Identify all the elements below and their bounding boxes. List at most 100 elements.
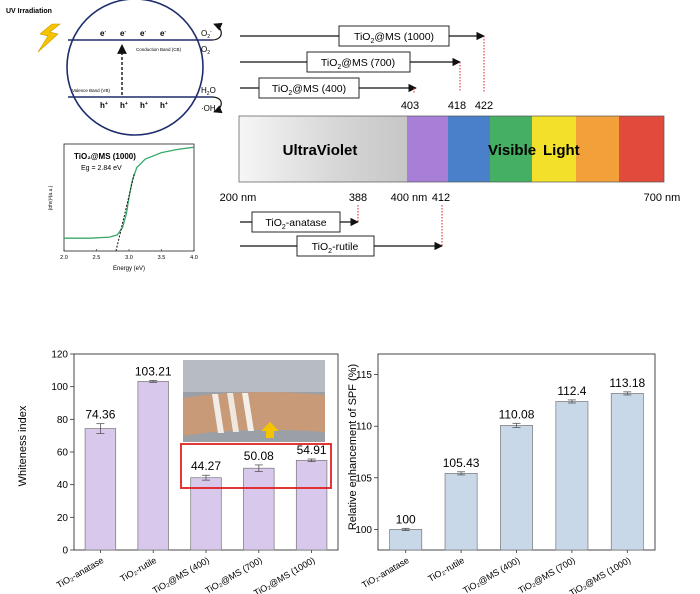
spf-value-label: 113.18 [609, 376, 645, 390]
hole-3: h+ [140, 101, 148, 110]
tauc-curve [64, 146, 195, 239]
superoxide-label: O2- [201, 29, 212, 40]
valence-band-label: Valence Band (VB) [72, 88, 110, 93]
whiteness-bar [84, 428, 117, 551]
whiteness-value-label: 74.36 [85, 408, 115, 422]
highlight-box [180, 443, 332, 489]
electron-3: e- [140, 29, 146, 38]
whiteness-bars: 74.36 103.21 44.27 50.08 54.91 [84, 364, 328, 551]
whiteness-ytick-label: 20 [57, 513, 69, 524]
spf-ytick-label: 105 [355, 473, 372, 484]
reduction-arrow [211, 22, 223, 41]
whiteness-category-label: TiO₂@MS (400) [151, 555, 211, 594]
spf-value-label: 105.43 [443, 456, 480, 470]
axis-700nm: 700 nm [644, 192, 681, 204]
whiteness-value-label: 44.27 [191, 459, 221, 473]
tauc-xtick-label: 4.0 [190, 255, 198, 261]
spf-bar [610, 393, 644, 551]
spf-category-label: TiO₂@MS (700) [517, 555, 577, 594]
whiteness-value-label: 103.21 [135, 364, 172, 378]
spf-bar [444, 473, 478, 551]
axis-412: 412 [432, 192, 450, 204]
whiteness-value-label: 54.91 [297, 443, 327, 457]
mark-422: 422 [475, 100, 493, 112]
electrons: e- e- e- e- h+ h+ h+ h+ [100, 29, 168, 110]
axis-200nm: 200 nm [220, 192, 257, 204]
spectrum-frame [238, 115, 665, 183]
conduction-band-label: Conduction Band (CB) [136, 47, 182, 52]
tauc-ylabel: (αhν)²(a.u.) [48, 185, 54, 210]
tauc-xtick-label: 2.0 [60, 255, 68, 261]
spf-ylabel: Relative enhancement of SPF (%) [347, 364, 359, 530]
photo-arm [183, 392, 325, 436]
photo-wall [183, 360, 325, 392]
label-ms700: TiO2@MS (700) [321, 57, 395, 71]
tauc-xticks: 2.0 2.5 3.0 3.5 4.0 [60, 249, 198, 261]
spf-bar [500, 425, 533, 551]
band-yellow [532, 116, 576, 182]
whiteness-ytick-label: 60 [57, 448, 69, 459]
sample-stripe-2 [227, 393, 239, 432]
axis-388: 388 [349, 192, 367, 204]
spf-bar [555, 401, 589, 551]
whiteness-ytick-label: 120 [51, 350, 68, 361]
sample-stripe-1 [212, 394, 224, 433]
uv-region [239, 116, 407, 182]
label-box-ms700 [306, 51, 411, 73]
hole-2: h+ [120, 101, 128, 110]
spf-category-label: TiO₂-rutile [426, 555, 466, 584]
mark-403: 403 [401, 100, 419, 112]
spf-category-label: TiO₂@MS (400) [461, 555, 521, 594]
hole-4: h+ [160, 101, 168, 110]
tauc-xtick-label: 3.0 [125, 255, 133, 261]
label-ms1000: TiO2@MS (1000) [354, 31, 434, 45]
tauc-xtick-label: 3.5 [158, 255, 166, 261]
electron-2: e- [120, 29, 126, 38]
spf-value-label: 100 [396, 512, 416, 526]
band-blue [448, 116, 490, 182]
tauc-eg-label: Eg = 2.84 eV [81, 165, 122, 172]
spf-category-label: TiO₂-anatase [360, 555, 411, 590]
skin-photo [183, 360, 325, 442]
hydroxyl-label: ·OH [201, 104, 216, 113]
label-anatase: TiO2-anatase [265, 217, 326, 231]
band-orange [576, 116, 619, 182]
band-red [619, 116, 664, 182]
tauc-sample-label: TiO₂@MS (1000) [74, 152, 136, 161]
axis-400nm: 400 nm [391, 192, 428, 204]
whiteness-ylabel: Whiteness index [17, 405, 29, 486]
label-ms400: TiO2@MS (400) [272, 83, 346, 97]
spf-category-label: TiO₂@MS (1000) [568, 555, 633, 594]
electron-4: e- [160, 29, 166, 38]
spf-chart: Relative enhancement of SPF (%) 100 105 11… [347, 353, 656, 594]
band-diagram: UV Irradiation Conduction Band (CB) Vale… [6, 0, 223, 136]
spf-bars: 100 105.43 110.08 112.4 113.18 [389, 376, 646, 551]
sample-stripe-3 [242, 393, 254, 431]
whiteness-ytick-label: 80 [57, 415, 69, 426]
mark-418: 418 [448, 100, 466, 112]
spf-ytick-label: 115 [356, 370, 372, 381]
whiteness-ytick-label: 100 [51, 382, 68, 393]
whiteness-value-label: 50.08 [244, 449, 274, 463]
label-box-ms400 [258, 77, 360, 99]
tauc-fit-line [115, 173, 135, 252]
arrow-up-icon [261, 422, 279, 438]
spf-bar [389, 529, 423, 551]
hole-1: h+ [100, 101, 108, 110]
lightning-icon [37, 23, 61, 53]
whiteness-ytick-label: 0 [62, 546, 68, 557]
label-box-ms1000 [338, 25, 450, 47]
light-label: Light [543, 142, 580, 159]
whiteness-chart: Whiteness index 0 20 40 60 80 100 120 TiO₂-anat… [17, 350, 339, 594]
oxygen-label: O2 [201, 45, 210, 56]
whiteness-bar [295, 459, 328, 551]
spectrum-diagram: TiO2@MS (1000) TiO2@MS (700) TiO2@MS (40… [220, 25, 681, 257]
tauc-xtick-label: 2.5 [93, 255, 101, 261]
electron-1: e- [100, 29, 106, 38]
label-rutile: TiO2-rutile [312, 241, 359, 255]
whiteness-category-label: TiO₂-anatase [55, 555, 106, 590]
visible-label: Visible [488, 142, 536, 159]
uv-irradiation-label: UV Irradiation [6, 8, 52, 15]
particle-circle [66, 0, 204, 136]
spf-value-label: 110.08 [499, 407, 535, 421]
